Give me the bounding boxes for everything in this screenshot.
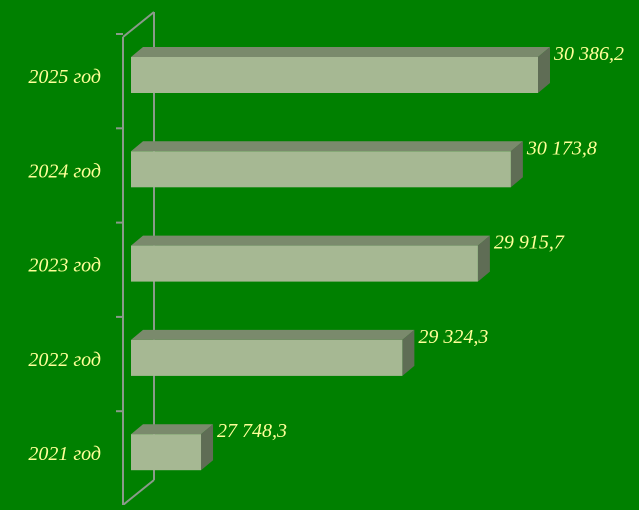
category-label: 2022 год xyxy=(28,349,101,371)
value-label: 30 386,2 xyxy=(553,43,624,65)
bar-side-face xyxy=(477,235,490,282)
value-label: 29 915,7 xyxy=(494,232,565,254)
value-label: 27 748,3 xyxy=(217,420,287,442)
category-label: 2024 год xyxy=(28,160,101,182)
bar xyxy=(131,434,202,471)
bar xyxy=(131,339,403,376)
bar-top-face xyxy=(131,424,214,435)
bar-side-face xyxy=(402,329,415,376)
bar-top-face xyxy=(131,141,523,152)
axis-top-edge xyxy=(122,11,155,38)
bar-side-face xyxy=(538,47,550,93)
bars-layer xyxy=(131,47,550,471)
bar-top-face xyxy=(131,329,415,340)
bar-top-face xyxy=(131,47,550,57)
value-label: 30 173,8 xyxy=(526,137,597,159)
bar-top-face xyxy=(131,235,490,246)
category-label: 2021 год xyxy=(28,443,101,465)
value-label: 29 324,3 xyxy=(418,326,488,348)
bar-side-face xyxy=(510,141,523,188)
bar xyxy=(131,151,511,188)
labels-layer: 2025 год 30 386,2 2024 год 30 173,8 2023 год… xyxy=(28,43,624,465)
bar xyxy=(131,57,538,93)
category-label: 2023 год xyxy=(28,255,101,277)
bar-side-face xyxy=(201,424,214,471)
category-label: 2025 год xyxy=(28,66,101,88)
axis-bottom-edge xyxy=(122,479,155,506)
bar xyxy=(131,245,478,282)
